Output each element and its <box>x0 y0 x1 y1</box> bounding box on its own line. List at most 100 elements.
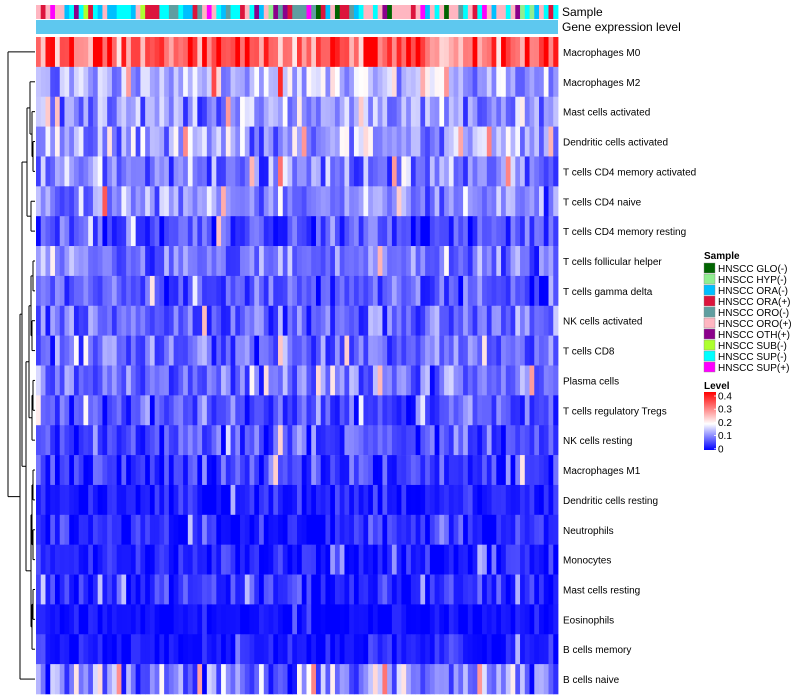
heatmap-cell <box>372 544 379 575</box>
heatmap-cell <box>211 156 217 187</box>
heatmap-cell <box>254 604 260 635</box>
row-label: T cells follicular helper <box>563 257 662 268</box>
heatmap-cell <box>358 484 364 516</box>
row-label: B cells naive <box>563 675 620 686</box>
heatmap-cell <box>263 634 269 665</box>
heatmap-cell <box>349 484 355 516</box>
heatmap-cell <box>311 275 317 307</box>
heatmap-cell <box>54 455 61 486</box>
expression-level-strip <box>36 20 558 34</box>
heatmap-cell <box>221 634 227 665</box>
heatmap-cell <box>249 514 255 545</box>
heatmap-cell <box>401 305 407 336</box>
heatmap-cell <box>268 514 274 545</box>
heatmap-cell <box>126 275 132 307</box>
heatmap-cell <box>339 634 345 665</box>
heatmap-cell <box>273 126 279 157</box>
heatmap-cell <box>145 395 151 426</box>
sample-annotation-cell <box>292 5 298 19</box>
heatmap-cell <box>116 634 122 665</box>
heatmap-cell <box>121 335 127 366</box>
heatmap-cell <box>206 514 212 545</box>
heatmap-cell <box>491 455 497 486</box>
heatmap-cell <box>102 664 108 695</box>
heatmap-cell <box>396 96 402 127</box>
heatmap-cell <box>406 455 412 486</box>
heatmap-cell <box>505 275 511 307</box>
sample-annotation-cell <box>458 5 464 19</box>
heatmap-cell <box>377 365 383 396</box>
heatmap-cell <box>439 66 445 98</box>
heatmap-cell <box>254 156 260 187</box>
heatmap-cell <box>206 365 212 396</box>
heatmap-cell <box>50 305 56 336</box>
heatmap-cell <box>339 126 345 157</box>
heatmap-cell <box>372 664 379 695</box>
heatmap-cell <box>197 604 203 635</box>
heatmap-cell <box>534 425 540 456</box>
heatmap-cell <box>206 574 212 605</box>
heatmap-cell <box>486 96 492 127</box>
heatmap-cell <box>330 246 336 277</box>
heatmap-cell <box>391 425 398 456</box>
heatmap-cell <box>368 186 374 217</box>
heatmap-cell <box>358 126 364 157</box>
heatmap-cell <box>102 335 108 366</box>
heatmap-cell <box>164 604 170 635</box>
heatmap-cell <box>363 37 369 68</box>
heatmap-cell <box>92 365 99 396</box>
heatmap-cell <box>254 96 260 127</box>
heatmap-cell <box>235 335 241 366</box>
sample-annotation-cell <box>301 5 307 19</box>
heatmap-cell <box>520 455 526 486</box>
heatmap-cell <box>230 305 236 336</box>
heatmap-cell <box>292 216 298 247</box>
heatmap-cell <box>439 335 445 366</box>
heatmap-cell <box>448 395 454 426</box>
heatmap-cell <box>292 425 298 456</box>
heatmap-cell <box>325 126 331 157</box>
heatmap-cell <box>482 66 488 98</box>
heatmap-cell <box>320 156 326 187</box>
heatmap-cell <box>268 425 274 456</box>
heatmap-cell <box>358 305 364 336</box>
heatmap-cell <box>429 186 436 217</box>
heatmap-cell <box>477 37 483 68</box>
heatmap-cell <box>334 246 341 277</box>
heatmap-cell <box>102 365 108 396</box>
heatmap-cell <box>349 425 355 456</box>
heatmap-cell <box>515 216 521 247</box>
heatmap-cell <box>192 395 198 426</box>
heatmap-cell <box>40 455 46 486</box>
heatmap-cell <box>183 484 189 516</box>
sample-annotation-cell <box>197 5 203 19</box>
heatmap-cell <box>197 216 203 247</box>
heatmap-cell <box>334 634 341 665</box>
heatmap-cell <box>349 664 355 695</box>
heatmap-cell <box>263 365 269 396</box>
heatmap-cell <box>197 395 203 426</box>
heatmap-cell <box>130 37 137 68</box>
heatmap-cell <box>88 484 94 516</box>
heatmap-cell <box>249 574 255 605</box>
heatmap-cell <box>334 186 341 217</box>
heatmap-cell <box>315 66 322 98</box>
heatmap-cell <box>444 156 450 187</box>
heatmap-cell <box>159 305 165 336</box>
heatmap-cell <box>534 574 540 605</box>
heatmap-cell <box>372 455 379 486</box>
sample-annotation-cell <box>311 5 317 19</box>
heatmap-cell <box>211 604 217 635</box>
heatmap-cell <box>173 37 179 68</box>
heatmap-cell <box>320 455 326 486</box>
heatmap-cell <box>173 544 179 575</box>
heatmap-cell <box>254 66 260 98</box>
sample-annotation-cell <box>396 5 402 19</box>
heatmap-cell <box>529 126 535 157</box>
heatmap-cell <box>368 66 374 98</box>
heatmap-cell <box>83 544 89 575</box>
heatmap-cell <box>59 484 65 516</box>
heatmap-cell <box>349 514 355 545</box>
heatmap-cell <box>325 66 331 98</box>
heatmap-cell <box>505 96 511 127</box>
